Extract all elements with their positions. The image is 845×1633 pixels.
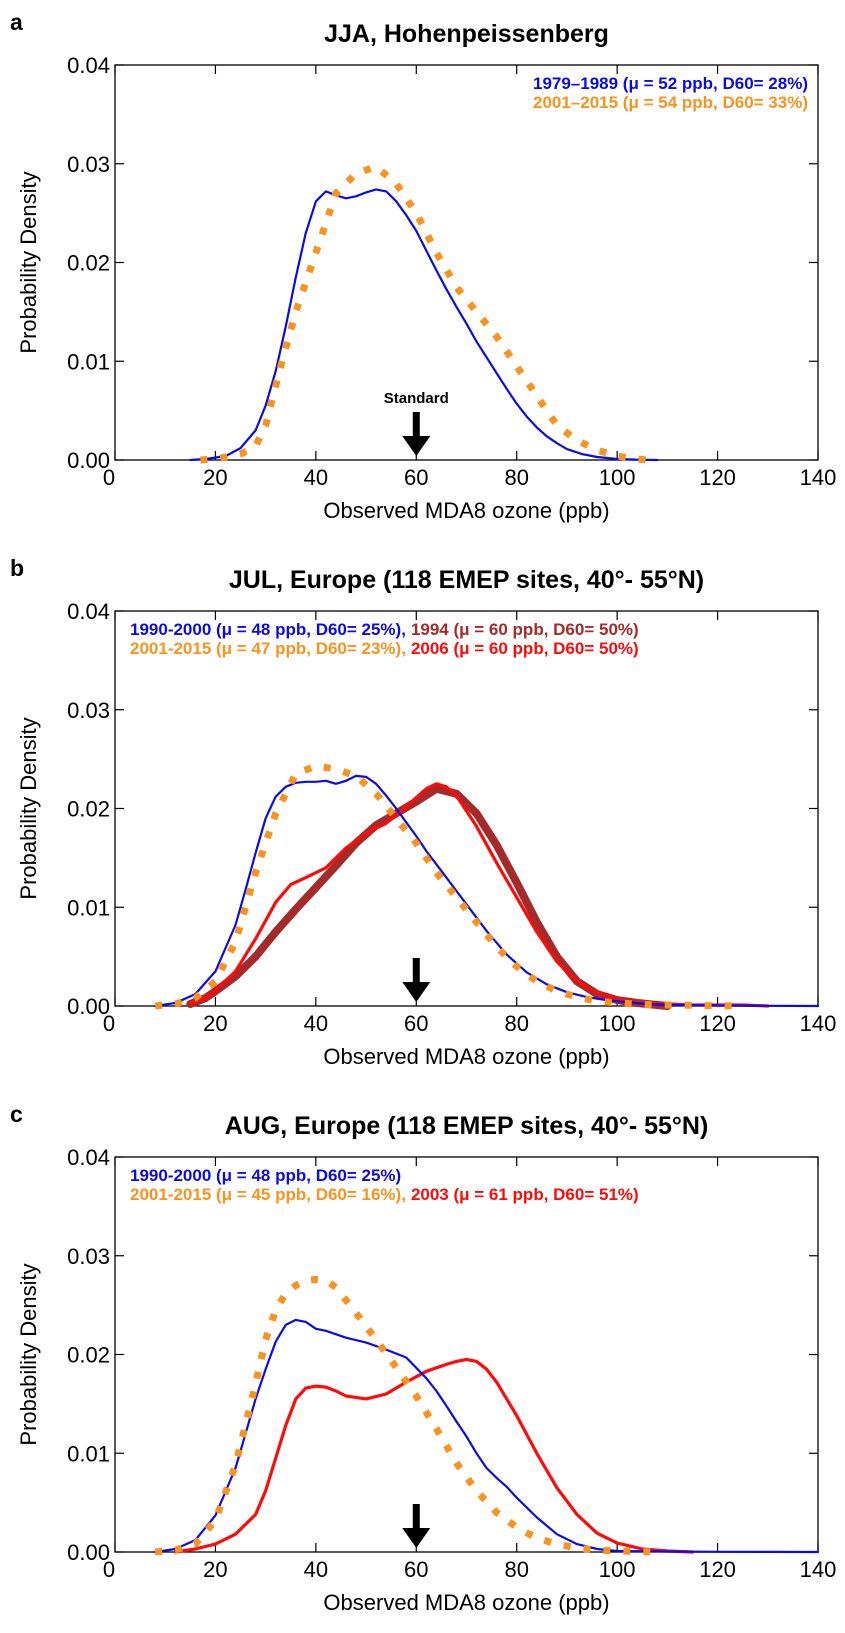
y-tick-label: 0.01 (67, 349, 110, 374)
x-tick-label: 20 (203, 465, 227, 490)
y-tick-label: 0.04 (67, 53, 110, 78)
plot-frame (114, 1156, 819, 1553)
y-tick-label: 0.03 (67, 1244, 110, 1269)
standard-arrow-head (402, 982, 431, 1002)
x-axis-label: Observed MDA8 ozone (ppb) (323, 1590, 609, 1615)
x-axis-label: Observed MDA8 ozone (ppb) (323, 1044, 609, 1069)
x-tick-label: 80 (504, 1011, 528, 1036)
y-tick-label: 0.04 (67, 599, 110, 624)
x-tick-label: 60 (404, 465, 428, 490)
legend-entry: 2001-2015 (μ = 47 ppb, D60= 23%), (130, 639, 406, 658)
y-tick-label: 0.02 (67, 797, 110, 822)
x-tick-label: 20 (203, 1011, 227, 1036)
series-line-3 (154, 774, 820, 1008)
x-tick-label: 40 (304, 1011, 328, 1036)
y-axis-label: Probability Density (16, 717, 41, 899)
legend-entry: 2003 (μ = 61 ppb, D60= 51%) (411, 1185, 639, 1204)
x-tick-label: 140 (800, 465, 837, 490)
x-tick-label: 20 (203, 1557, 227, 1582)
x-tick-label: 100 (599, 1011, 636, 1036)
y-tick-label: 0.03 (67, 152, 110, 177)
plot-frame (114, 64, 819, 461)
x-tick-label: 120 (699, 1557, 736, 1582)
legend-entry: 1994 (μ = 60 ppb, D60= 50%) (411, 620, 639, 639)
chart-title: JUL, Europe (118 EMEP sites, 40°- 55°N) (229, 566, 704, 594)
x-tick-label: 140 (800, 1557, 837, 1582)
series-line-1 (189, 188, 659, 462)
series-line-2 (154, 1318, 820, 1554)
y-tick-label: 0.00 (67, 1540, 110, 1565)
y-tick-label: 0.00 (67, 448, 110, 473)
chart-title: JJA, Hohenpeissenberg (324, 20, 609, 48)
legend-entry: 1990-2000 (μ = 48 ppb, D60= 25%) (130, 1166, 401, 1185)
chart-title: AUG, Europe (118 EMEP sites, 40°- 55°N) (225, 1112, 709, 1140)
x-tick-label: 80 (504, 465, 528, 490)
y-tick-label: 0.02 (67, 1343, 110, 1368)
panel-b: b JUL, Europe (118 EMEP sites, 40°- 55°N)… (10, 555, 836, 1069)
panel-letter: c (10, 1101, 23, 1127)
y-tick-label: 0.01 (67, 1441, 110, 1466)
panel-letter: b (10, 555, 24, 581)
x-axis-label: Observed MDA8 ozone (ppb) (323, 498, 609, 523)
x-tick-label: 0 (103, 465, 115, 490)
x-tick-label: 0 (103, 1557, 115, 1582)
x-tick-label: 120 (699, 465, 736, 490)
y-tick-label: 0.02 (67, 251, 110, 276)
x-tick-label: 80 (504, 1557, 528, 1582)
y-axis-label: Probability Density (16, 1263, 41, 1445)
x-tick-label: 40 (304, 1557, 328, 1582)
x-tick-label: 40 (304, 465, 328, 490)
standard-arrow-head (402, 436, 431, 456)
legend-entry: 2001–2015 (μ = 54 ppb, D60= 33%) (533, 93, 808, 112)
x-tick-label: 100 (599, 1557, 636, 1582)
series-line-3 (154, 1276, 658, 1556)
panel-c: c AUG, Europe (118 EMEP sites, 40°- 55°N)… (10, 1101, 836, 1615)
x-tick-label: 60 (404, 1557, 428, 1582)
legend-entry: 2001-2015 (μ = 45 ppb, D60= 16%), (130, 1185, 406, 1204)
series-line-2 (200, 163, 648, 464)
standard-arrow-head (402, 1528, 431, 1548)
x-tick-label: 0 (103, 1011, 115, 1036)
y-tick-label: 0.03 (67, 698, 110, 723)
series-line-1 (186, 784, 672, 1010)
x-tick-label: 100 (599, 465, 636, 490)
y-tick-label: 0.01 (67, 895, 110, 920)
legend-entry: 2006 (μ = 60 ppb, D60= 50%) (411, 639, 639, 658)
x-tick-label: 140 (800, 1011, 837, 1036)
panel-a: a JJA, Hohenpeissenberg 0 20 40 60 80 100 120 140… (10, 9, 836, 523)
legend-entry: 1979–1989 (μ = 52 ppb, D60= 28%) (533, 74, 808, 93)
y-tick-label: 0.00 (67, 994, 110, 1019)
x-tick-label: 60 (404, 1011, 428, 1036)
panel-letter: a (10, 9, 23, 35)
legend-entry: 1990-2000 (μ = 48 ppb, D60= 25%), (130, 620, 406, 639)
x-tick-label: 120 (699, 1011, 736, 1036)
standard-label: Standard (384, 390, 449, 407)
y-tick-label: 0.04 (67, 1145, 110, 1170)
y-axis-label: Probability Density (16, 171, 41, 353)
